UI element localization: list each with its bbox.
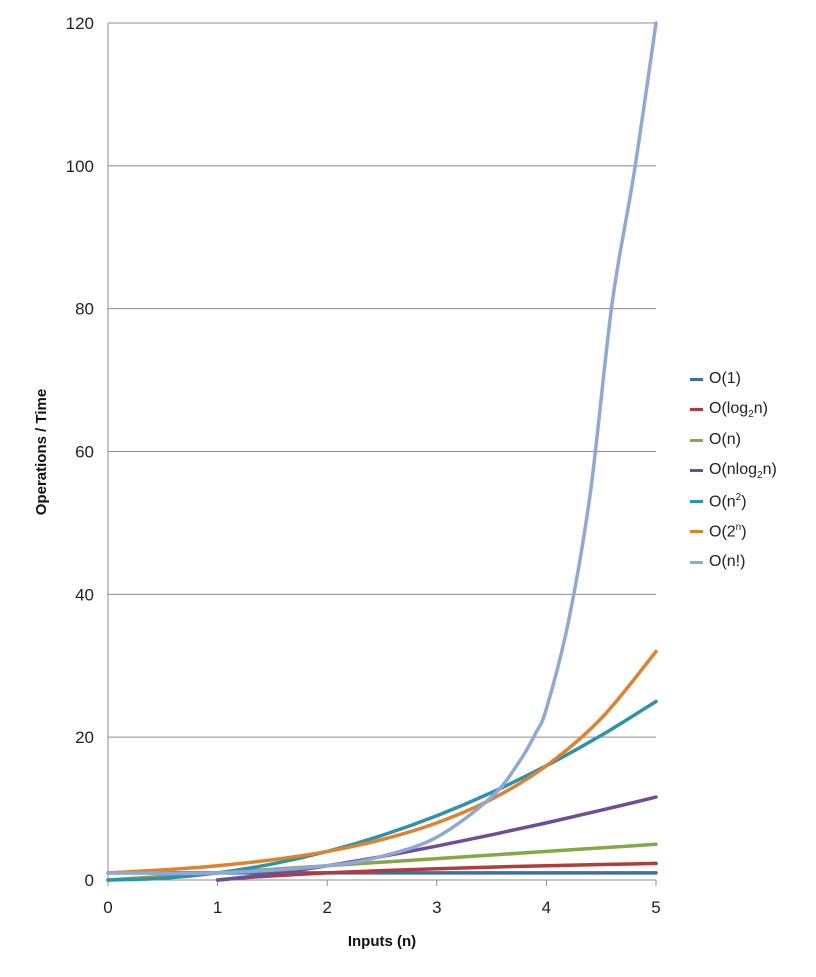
y-axis-title: Operations / Time (33, 389, 50, 515)
legend-label: O(2n) (709, 522, 747, 541)
x-axis-title: Inputs (n) (348, 933, 416, 950)
legend-label: O(1) (709, 370, 741, 388)
legend-item: O(1) (690, 364, 777, 395)
x-tick-label: 5 (651, 898, 660, 917)
y-tick-label: 80 (75, 300, 94, 319)
chart-legend: O(1) O(log2n) O(n) O(nlog2n) O(n2) O(2n) O(n!) (690, 364, 777, 578)
legend-item: O(nlog2n) (690, 456, 777, 487)
axes (107, 23, 657, 886)
legend-swatch (690, 499, 703, 503)
legend-label-script: n (735, 522, 742, 534)
legend-swatch (690, 438, 703, 442)
legend-label-end: ) (741, 492, 747, 510)
y-tick-label: 60 (75, 443, 94, 462)
legend-label-end: n) (762, 460, 777, 478)
legend-swatch (690, 469, 703, 473)
legend-label: O(log2n) (709, 400, 768, 420)
legend-swatch (690, 408, 703, 412)
y-tick-label: 120 (66, 14, 94, 33)
series-line-3 (215, 795, 658, 882)
legend-swatch (690, 530, 703, 534)
x-tick-labels: 0 1 2 3 4 5 (103, 898, 660, 917)
legend-label: O(n2) (709, 492, 747, 511)
y-tick-label: 40 (75, 585, 94, 604)
x-tick-label: 1 (213, 898, 222, 917)
x-tick-label: 4 (542, 898, 551, 917)
y-tick-label: 0 (85, 871, 94, 890)
legend-swatch (690, 560, 703, 564)
legend-label-base: O(n (709, 492, 736, 510)
x-tick-label: 3 (432, 898, 441, 917)
x-tick-label: 0 (103, 898, 112, 917)
gridlines (108, 22, 656, 738)
legend-label-end: n) (753, 399, 768, 417)
x-tick-label: 2 (322, 898, 331, 917)
legend-label-base: O(n!) (709, 553, 746, 571)
legend-item: O(n2) (690, 486, 777, 517)
legend-label-base: O(2 (709, 523, 736, 541)
y-tick-label: 100 (66, 157, 94, 176)
legend-label: O(nlog2n) (709, 461, 777, 481)
legend-swatch (690, 377, 703, 381)
series-line-4 (106, 699, 658, 882)
series-line-5 (106, 649, 658, 875)
legend-label-script: 2 (735, 491, 742, 503)
legend-label-base: O(nlog (709, 460, 758, 478)
legend-label: O(n) (709, 431, 741, 449)
y-tick-labels: 0 20 40 60 80 100 120 (66, 14, 94, 890)
legend-label-base: O(1) (709, 370, 741, 388)
legend-item: O(2n) (690, 517, 777, 548)
series-lines (106, 21, 658, 882)
legend-label-end: ) (741, 523, 747, 541)
legend-label-script: 2 (757, 469, 763, 481)
legend-label: O(n!) (709, 553, 745, 571)
legend-label-script: 2 (748, 408, 754, 420)
legend-item: O(n!) (690, 547, 777, 578)
series-line-6 (106, 21, 658, 876)
legend-label-base: O(n) (709, 431, 741, 449)
legend-item: O(log2n) (690, 395, 777, 426)
legend-label-base: O(log (709, 399, 749, 417)
y-tick-label: 20 (75, 728, 94, 747)
legend-item: O(n) (690, 425, 777, 456)
